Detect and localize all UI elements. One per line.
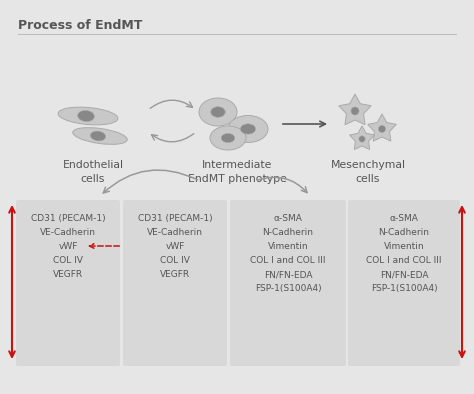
FancyBboxPatch shape [16,200,120,366]
Text: COL IV: COL IV [160,256,190,265]
Text: FN/FN-EDA: FN/FN-EDA [380,270,428,279]
Text: VE-Cadherin: VE-Cadherin [40,228,96,237]
Ellipse shape [378,125,386,133]
Text: FSP-1(S100A4): FSP-1(S100A4) [371,284,438,293]
Ellipse shape [91,131,106,141]
Text: N-Cadherin: N-Cadherin [263,228,313,237]
Ellipse shape [359,136,365,142]
Text: VEGFR: VEGFR [53,270,83,279]
Text: COL I and COL III: COL I and COL III [366,256,442,265]
Ellipse shape [228,115,268,143]
Text: COL IV: COL IV [53,256,83,265]
Text: CD31 (PECAM-1): CD31 (PECAM-1) [137,214,212,223]
Text: Intermediate
EndMT phenotype: Intermediate EndMT phenotype [188,160,286,184]
Ellipse shape [58,107,118,125]
Text: vWF: vWF [165,242,185,251]
Text: FN/FN-EDA: FN/FN-EDA [264,270,312,279]
Text: Vimentin: Vimentin [268,242,308,251]
Polygon shape [368,114,396,141]
Text: FSP-1(S100A4): FSP-1(S100A4) [255,284,321,293]
Text: VEGFR: VEGFR [160,270,190,279]
Ellipse shape [211,107,225,117]
Text: CD31 (PECAM-1): CD31 (PECAM-1) [31,214,105,223]
FancyBboxPatch shape [348,200,460,366]
Ellipse shape [221,134,235,143]
Ellipse shape [240,124,255,134]
Text: N-Cadherin: N-Cadherin [379,228,429,237]
Ellipse shape [210,126,246,150]
Ellipse shape [351,107,359,115]
Text: Mesenchymal
cells: Mesenchymal cells [330,160,405,184]
Polygon shape [339,94,371,125]
Ellipse shape [73,128,127,144]
FancyBboxPatch shape [230,200,346,366]
Text: Endothelial
cells: Endothelial cells [63,160,124,184]
Text: α-SMA: α-SMA [390,214,419,223]
Ellipse shape [78,110,94,122]
Text: Vimentin: Vimentin [383,242,424,251]
Text: vWF: vWF [58,242,78,251]
Ellipse shape [199,98,237,126]
Polygon shape [350,126,374,149]
FancyBboxPatch shape [123,200,227,366]
Text: COL I and COL III: COL I and COL III [250,256,326,265]
Text: VE-Cadherin: VE-Cadherin [147,228,203,237]
Text: Process of EndMT: Process of EndMT [18,19,142,32]
Text: α-SMA: α-SMA [273,214,302,223]
